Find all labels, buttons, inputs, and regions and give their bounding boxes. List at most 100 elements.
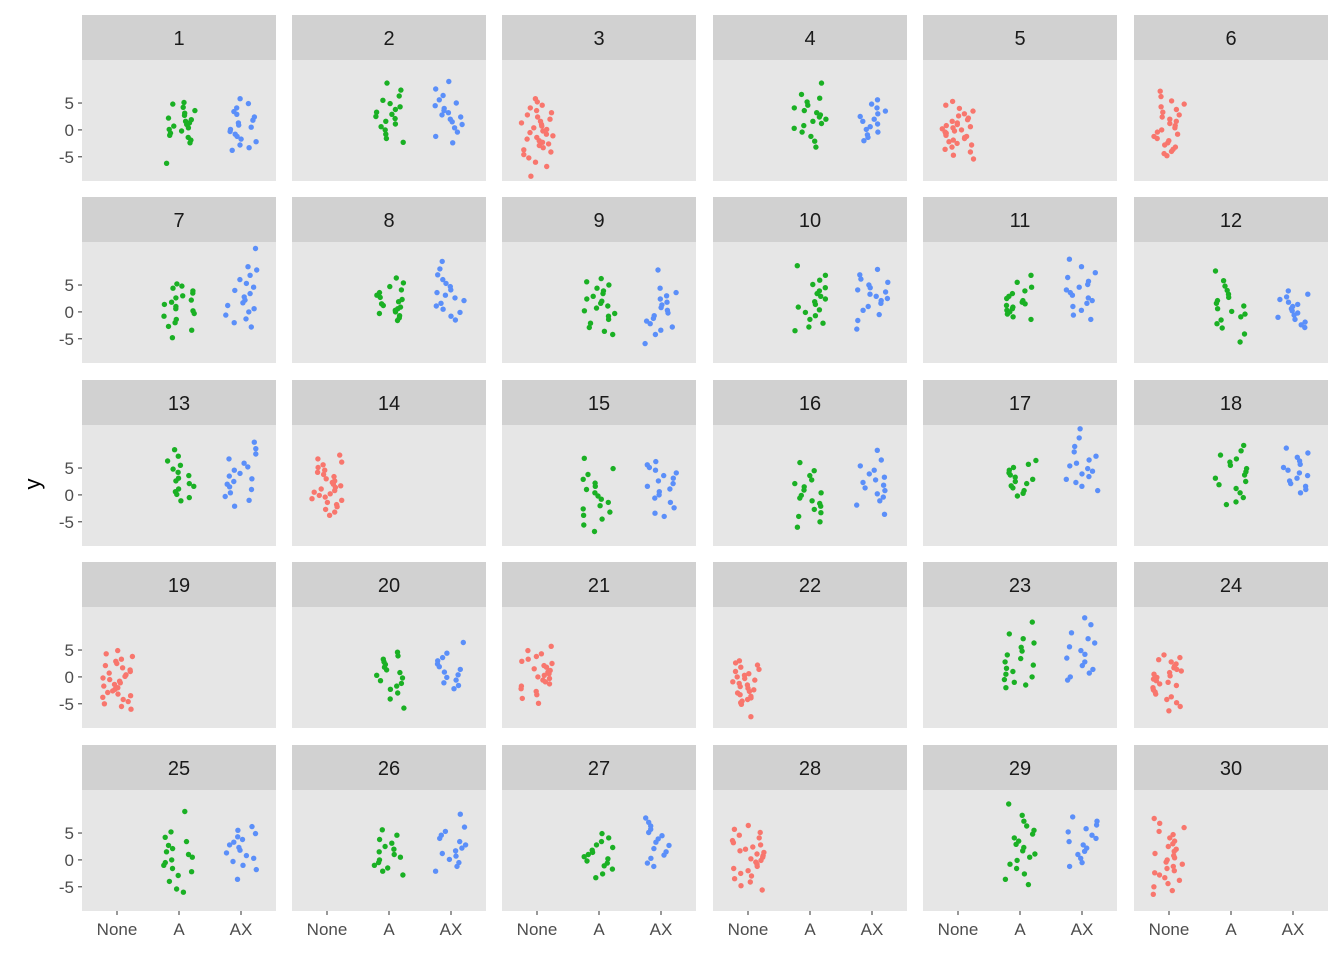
facet-strip (502, 562, 696, 607)
data-point-none (115, 691, 121, 697)
data-point-none (750, 844, 756, 850)
data-point-none (1156, 828, 1162, 835)
data-point-ax (867, 124, 873, 130)
data-point-none (534, 99, 540, 105)
panel-background (502, 60, 696, 181)
facet-strip (713, 562, 907, 607)
data-point-ax (667, 499, 674, 506)
data-point-a (1025, 461, 1032, 467)
data-point-ax (862, 485, 868, 491)
data-point-none (110, 688, 116, 694)
facet-strip-label: 29 (1009, 758, 1031, 780)
data-point-a (1003, 302, 1010, 309)
data-point-ax (1090, 666, 1096, 673)
y-tick-label: 0 (65, 486, 74, 505)
data-point-none (326, 512, 333, 518)
data-point-ax (254, 267, 260, 273)
data-point-none (970, 156, 977, 162)
data-point-a (1021, 818, 1027, 824)
data-point-a (812, 301, 819, 308)
data-point-ax (433, 133, 439, 140)
data-point-ax (240, 300, 246, 306)
data-point-none (1164, 865, 1170, 872)
data-point-none (943, 122, 949, 129)
data-point-ax (650, 315, 657, 322)
data-point-none (1173, 118, 1180, 125)
data-point-ax (457, 838, 463, 845)
data-point-a (580, 512, 587, 518)
data-point-none (539, 123, 545, 129)
data-point-ax (234, 133, 240, 140)
data-point-ax (1083, 826, 1089, 832)
data-point-none (738, 664, 744, 670)
data-point-none (524, 112, 531, 118)
facet-strip-label: 25 (168, 758, 190, 780)
data-point-a (1011, 679, 1017, 685)
data-point-none (315, 464, 321, 471)
facet-strip-label: 7 (173, 210, 184, 232)
facet-panel-29: 29 None A AX (923, 745, 1117, 939)
panel-background (713, 607, 907, 728)
data-point-ax (1305, 291, 1311, 297)
data-point-a (587, 320, 594, 326)
data-point-none (1157, 88, 1163, 94)
facet-strip-label: 26 (378, 758, 400, 780)
data-point-a (816, 114, 823, 120)
data-point-a (1223, 501, 1230, 508)
data-point-none (128, 706, 134, 712)
data-point-ax (433, 86, 439, 92)
data-point-ax (437, 835, 443, 842)
data-point-a (1029, 831, 1036, 837)
facet-strip (1134, 197, 1328, 242)
data-point-none (946, 139, 952, 145)
data-point-none (1151, 815, 1157, 822)
data-point-ax (1071, 449, 1077, 455)
data-point-none (309, 496, 315, 502)
data-point-ax (1078, 647, 1084, 654)
data-point-ax (857, 113, 863, 120)
data-point-a (1019, 648, 1025, 654)
x-tick-label: AX (1071, 920, 1094, 939)
data-point-ax (656, 492, 662, 498)
x-tick-label: None (1149, 920, 1190, 939)
data-point-ax (232, 287, 238, 294)
data-point-a (378, 124, 384, 130)
data-point-a (810, 118, 816, 125)
data-point-none (111, 681, 118, 688)
data-point-ax (1093, 835, 1099, 842)
data-point-ax (452, 295, 458, 301)
facet-strip-label: 30 (1220, 758, 1242, 780)
facet-panel-24: 24 (1134, 562, 1328, 728)
data-point-ax (657, 296, 663, 302)
data-point-none (756, 666, 762, 673)
data-point-ax (239, 836, 246, 843)
data-point-ax (673, 289, 679, 296)
data-point-ax (1295, 301, 1301, 308)
data-point-a (598, 275, 604, 282)
data-point-ax (644, 483, 651, 489)
data-point-a (186, 472, 192, 479)
data-point-none (758, 857, 764, 864)
data-point-a (191, 483, 197, 489)
data-point-ax (226, 473, 232, 479)
data-point-ax (1075, 851, 1081, 858)
data-point-ax (653, 458, 659, 465)
data-point-a (600, 290, 606, 297)
data-point-none (1168, 148, 1175, 155)
facet-panel-21: 21 (502, 562, 696, 728)
data-point-none (1164, 153, 1170, 159)
y-tick-label: -5 (59, 513, 74, 532)
data-point-ax (860, 479, 866, 486)
facet-strip-label: 5 (1014, 28, 1025, 50)
data-point-ax (1280, 464, 1287, 471)
data-point-ax (1285, 299, 1292, 305)
panel-background (923, 607, 1117, 728)
data-point-ax (253, 446, 259, 452)
facet-strip (923, 15, 1117, 60)
data-point-none (118, 703, 125, 710)
x-tick-label: None (517, 920, 558, 939)
data-point-a (384, 80, 390, 86)
data-point-ax (665, 310, 671, 316)
y-tick-label: 0 (65, 851, 74, 870)
data-point-none (534, 114, 541, 120)
